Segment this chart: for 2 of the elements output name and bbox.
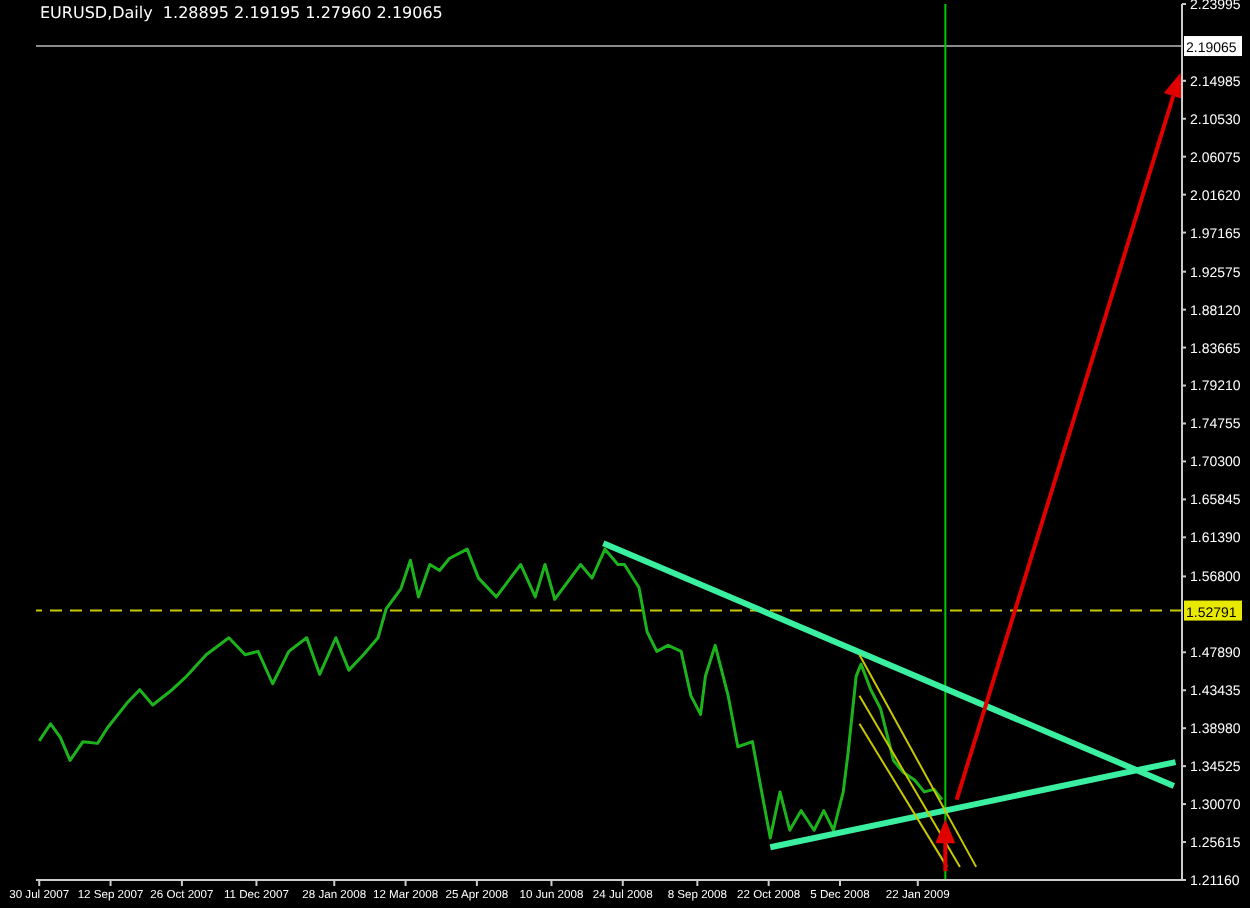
chart-title: EURUSD,Daily 1.28895 2.19195 1.27960 2.19065 <box>40 4 443 22</box>
line-series <box>37 547 944 840</box>
